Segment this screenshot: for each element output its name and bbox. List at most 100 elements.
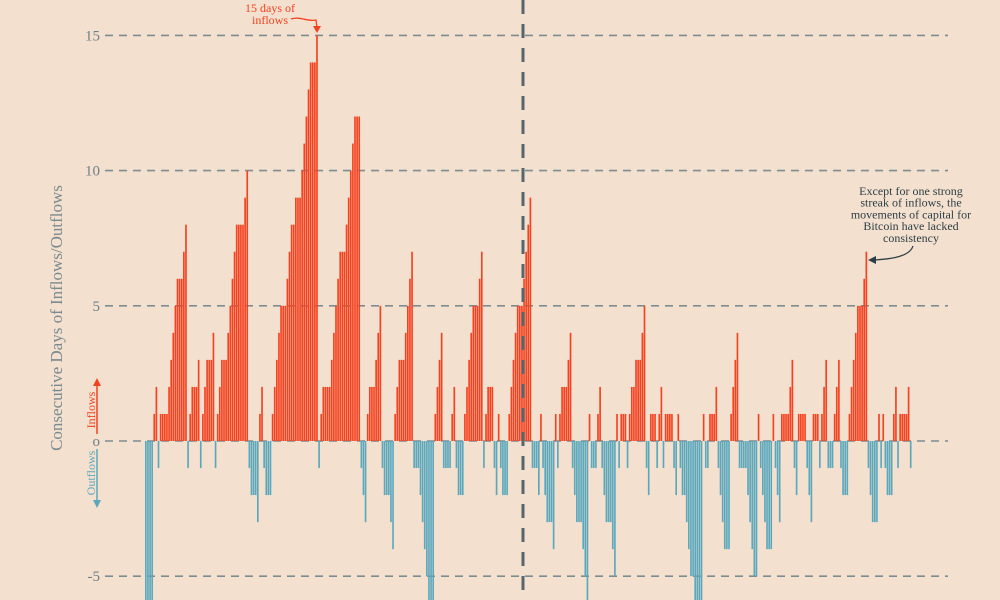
outflow-bar [557, 441, 559, 469]
outflow-bar [880, 441, 882, 469]
inflow-bar [658, 413, 661, 441]
inflow-bar [895, 386, 897, 441]
inflow-bar [288, 251, 291, 441]
outflow-bar [421, 441, 424, 523]
inflow-bar [339, 251, 342, 441]
inflow-bar [861, 305, 863, 441]
inflow-bar [652, 413, 654, 441]
outflow-bar [690, 441, 692, 577]
outflow-bar [360, 441, 363, 469]
outflow-bar [493, 441, 496, 469]
inflow-bar [284, 305, 287, 441]
inflow-bar [301, 170, 304, 441]
outflow-bar [603, 441, 606, 496]
inflow-bar [664, 413, 667, 441]
outflow-bar [846, 441, 849, 496]
inflow-bar [859, 305, 861, 441]
inflow-bar [398, 359, 401, 441]
outflows-label: Outflows [84, 450, 98, 495]
inflow-bar [489, 386, 492, 441]
inflow-bar [641, 332, 644, 441]
outflow-bar [499, 441, 502, 469]
inflow-bar [514, 332, 517, 441]
inflow-bar [709, 413, 711, 441]
outflow-bar [793, 441, 796, 469]
inflow-bar [235, 224, 238, 441]
annotation-consistency-arrow [873, 245, 914, 261]
inflow-bar [229, 305, 232, 441]
inflow-bar [666, 413, 669, 441]
inflow-bar [368, 386, 371, 441]
inflow-bar [290, 224, 293, 441]
outflow-bar [700, 441, 703, 600]
outflow-bar [595, 441, 597, 469]
inflow-bar [804, 413, 806, 441]
inflow-bar [324, 386, 327, 441]
outflow-bar [698, 441, 701, 600]
inflow-bar [466, 386, 468, 441]
outflow-bar [694, 441, 697, 600]
inflow-bar [286, 278, 289, 441]
outflow-bar [909, 441, 912, 469]
inflow-bar [153, 413, 156, 441]
outflow-bar [187, 441, 189, 469]
inflow-bar [193, 386, 196, 441]
inflow-bar [865, 251, 868, 441]
outflow-bar [531, 441, 534, 469]
inflow-bar [516, 305, 519, 441]
inflow-bar [508, 413, 511, 441]
inflow-bar [899, 413, 901, 441]
inflow-bar [453, 386, 456, 441]
inflow-bar [326, 386, 329, 441]
inflow-bar [440, 332, 443, 441]
inflow-bar [303, 143, 306, 441]
inflow-bar [400, 359, 403, 441]
outflow-bar [721, 441, 724, 523]
inflow-bar [210, 359, 213, 441]
inflow-bar [529, 197, 532, 441]
inflow-bar [237, 224, 240, 441]
inflow-bar [349, 170, 352, 441]
inflow-bar [223, 359, 225, 441]
annotation-peak-text: inflows [252, 13, 288, 27]
inflow-bar [802, 413, 804, 441]
inflow-bar [785, 413, 787, 441]
inflow-bar [373, 386, 375, 441]
inflow-bar [242, 224, 244, 441]
inflow-bar [335, 305, 337, 441]
outflow-bar [683, 441, 686, 496]
inflow-bar [407, 305, 409, 441]
outflow-bar [745, 441, 747, 469]
inflow-bar [276, 359, 278, 441]
annotation-consistency-text: Bitcoin have lacked [863, 219, 958, 233]
inflow-bar [620, 413, 623, 441]
outflow-bar [269, 441, 272, 496]
outflow-bar [254, 441, 257, 496]
outflow-bar [764, 441, 766, 523]
inflow-bar [848, 413, 851, 441]
inflow-bar [307, 89, 310, 441]
outflow-bar [573, 441, 576, 496]
inflow-bar [311, 62, 314, 441]
outflow-bar [392, 441, 394, 550]
outflow-bar [742, 441, 745, 469]
inflow-bar [905, 413, 908, 441]
outflow-bar [364, 441, 367, 523]
outflow-bar [495, 441, 498, 496]
inflow-bar [396, 386, 399, 441]
outflow-bar [819, 441, 821, 469]
outflow-bar [544, 441, 546, 496]
inflow-bar [202, 413, 204, 441]
outflow-bar [681, 441, 684, 496]
inflow-bar [559, 413, 561, 441]
inflow-bar [337, 278, 339, 441]
inflow-bar [852, 359, 855, 441]
outflow-bar [766, 441, 768, 550]
annotation-consistency-text: streak of inflows, the [860, 196, 961, 210]
outflow-bar [546, 441, 549, 523]
outflow-bar [157, 441, 160, 469]
outflow-bar [445, 441, 447, 469]
outflow-bar [461, 441, 464, 496]
outflow-bar [214, 441, 217, 469]
